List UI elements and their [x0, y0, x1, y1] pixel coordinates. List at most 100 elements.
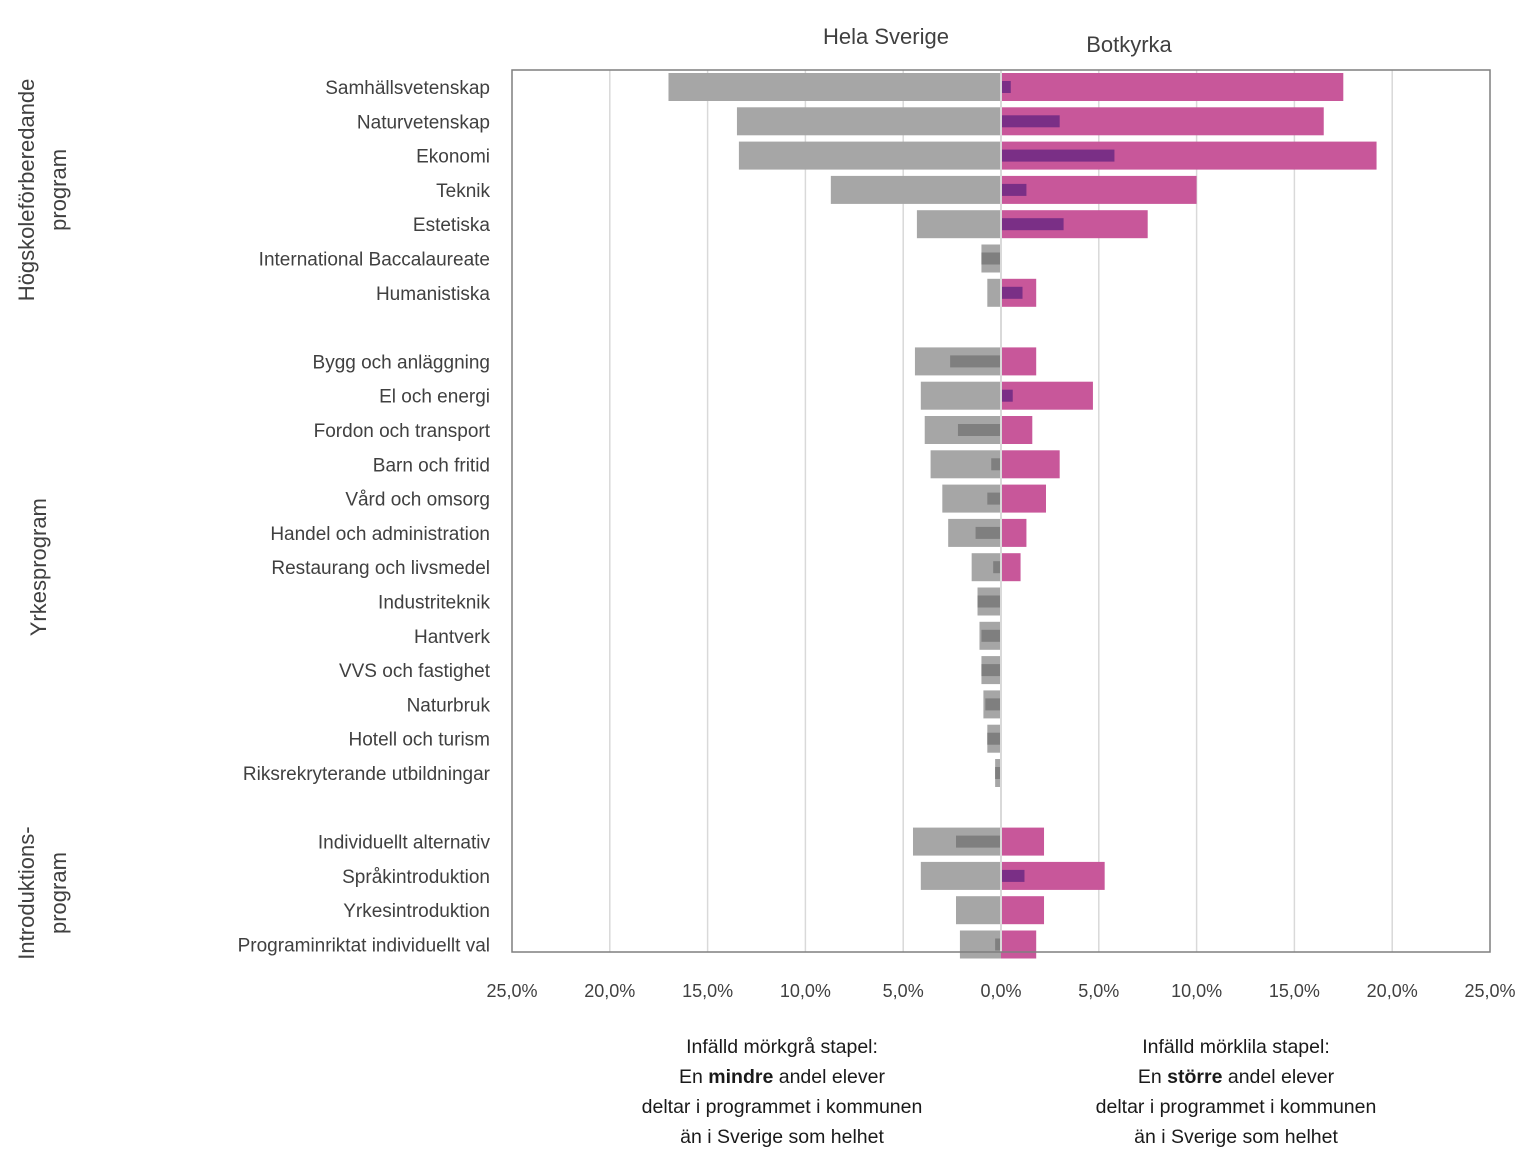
- note-right-line3: deltar i programmet i kommunen: [1095, 1096, 1377, 1118]
- bar-sverige: [736, 107, 1001, 136]
- inset-bar-smaller: [995, 767, 1001, 779]
- inset-bar-smaller: [975, 526, 1001, 539]
- category-label: Fordon och transport: [314, 421, 491, 442]
- inset-bar-smaller: [991, 458, 1001, 471]
- bar-botkyrka: [1001, 896, 1045, 925]
- inset-bar-larger: [1001, 218, 1064, 231]
- x-tick-label: 0,0%: [980, 981, 1021, 1001]
- bar-sverige: [987, 278, 1001, 307]
- x-tick-label: 15,0%: [1269, 981, 1320, 1001]
- plot-frame: [511, 69, 1491, 953]
- note-right-line1: Infälld mörklila stapel:: [1142, 1036, 1330, 1058]
- group-label: program: [46, 149, 71, 231]
- category-label: Ekonomi: [416, 147, 490, 168]
- category-label: Individuellt alternativ: [318, 833, 491, 854]
- category-label: Estetiska: [413, 215, 491, 236]
- x-tick-label: 25,0%: [486, 981, 537, 1001]
- inset-bar-smaller: [987, 492, 1001, 505]
- bar-sverige: [959, 930, 1001, 959]
- inset-bar-smaller: [956, 835, 1001, 848]
- note-left-line3: deltar i programmet i kommunen: [641, 1096, 923, 1118]
- x-tick-label: 5,0%: [1078, 981, 1119, 1001]
- bar-botkyrka: [1001, 73, 1344, 101]
- category-label: Riksrekryterande utbildningar: [243, 764, 491, 785]
- inset-bar-smaller: [995, 938, 1001, 951]
- x-tick-label: 20,0%: [1367, 981, 1418, 1001]
- inset-bar-smaller: [957, 424, 1001, 436]
- inset-bar-smaller: [950, 355, 1001, 368]
- x-tick-label: 15,0%: [682, 981, 733, 1001]
- category-label: Teknik: [436, 181, 490, 202]
- x-tick-label: 10,0%: [1171, 981, 1222, 1001]
- bar-botkyrka: [1001, 484, 1046, 513]
- note-left-line1: Infälld mörkgrå stapel:: [686, 1036, 878, 1058]
- group-label: Högskoleförberedande: [14, 79, 39, 302]
- category-label: Programinriktat individuellt val: [238, 936, 490, 957]
- inset-bar-smaller: [981, 629, 1001, 642]
- header-botkyrka: Botkyrka: [1086, 32, 1172, 57]
- inset-bar-larger: [1001, 869, 1025, 882]
- bar-sverige: [956, 896, 1001, 925]
- group-label: Introduktions-: [14, 826, 39, 959]
- bar-botkyrka: [1001, 518, 1027, 547]
- group-label: program: [46, 852, 71, 934]
- inset-bar-smaller: [993, 561, 1001, 574]
- bar-sverige: [920, 381, 1001, 410]
- header-hela-sverige: Hela Sverige: [823, 24, 949, 49]
- inset-bar-smaller: [985, 698, 1001, 711]
- category-label: Språkintroduktion: [342, 867, 490, 888]
- bar-botkyrka: [1001, 381, 1093, 410]
- bar-sverige: [916, 210, 1001, 239]
- category-label: Hantverk: [414, 627, 491, 648]
- bar-botkyrka: [1001, 175, 1197, 204]
- x-tick-label: 20,0%: [584, 981, 635, 1001]
- category-label: Humanistiska: [376, 284, 490, 305]
- note-right-line4: än i Sverige som helhet: [1134, 1126, 1338, 1148]
- category-label: Restaurang och livsmedel: [271, 558, 490, 579]
- x-tick-label: 5,0%: [883, 981, 924, 1001]
- group-label: Yrkesprogram: [26, 498, 51, 636]
- bar-sverige: [738, 141, 1001, 170]
- category-label: Naturbruk: [407, 695, 491, 716]
- category-label: VVS och fastighet: [339, 661, 491, 682]
- category-label: Yrkesintroduktion: [343, 901, 490, 922]
- inset-bar-smaller: [977, 595, 1001, 608]
- note-left: Infälld mörkgrå stapel: En mindre andel …: [572, 1032, 992, 1152]
- category-label: International Baccalaureate: [259, 250, 490, 271]
- note-right-line2: En större andel elever: [1137, 1066, 1335, 1088]
- bar-sverige: [930, 450, 1001, 479]
- category-label: Naturvetenskap: [357, 112, 490, 133]
- category-label: Industriteknik: [378, 593, 490, 614]
- x-tick-label: 10,0%: [780, 981, 831, 1001]
- bar-botkyrka: [1001, 930, 1037, 959]
- category-label: Vård och omsorg: [345, 490, 490, 511]
- note-right: Infälld mörklila stapel: En större andel…: [1026, 1032, 1446, 1152]
- category-label: Bygg och anläggning: [313, 352, 490, 373]
- inset-bar-larger: [1001, 149, 1115, 162]
- bar-botkyrka: [1001, 450, 1060, 479]
- category-label: El och energi: [379, 387, 490, 408]
- inset-bar-larger: [1001, 115, 1060, 128]
- bar-botkyrka: [1001, 827, 1045, 856]
- note-left-line4: än i Sverige som helhet: [680, 1126, 884, 1148]
- inset-bar-smaller: [987, 732, 1001, 745]
- bar-sverige: [668, 73, 1001, 101]
- inset-bar-smaller: [981, 252, 1001, 265]
- x-tick-label: 25,0%: [1464, 981, 1515, 1001]
- category-label: Barn och fritid: [373, 455, 490, 476]
- bar-botkyrka: [1001, 347, 1037, 376]
- category-label: Samhällsvetenskap: [325, 78, 490, 99]
- note-left-line2: En mindre andel elever: [679, 1066, 885, 1088]
- category-label: Hotell och turism: [349, 730, 491, 751]
- inset-bar-larger: [1001, 183, 1027, 196]
- bar-sverige: [920, 861, 1001, 890]
- bar-botkyrka: [1001, 553, 1021, 582]
- bar-sverige: [830, 175, 1001, 204]
- inset-bar-larger: [1001, 389, 1013, 402]
- inset-bar-larger: [1001, 286, 1023, 299]
- category-label: Handel och administration: [270, 524, 490, 545]
- inset-bar-smaller: [981, 664, 1001, 677]
- inset-bar-larger: [1001, 81, 1011, 93]
- bar-botkyrka: [1001, 416, 1033, 444]
